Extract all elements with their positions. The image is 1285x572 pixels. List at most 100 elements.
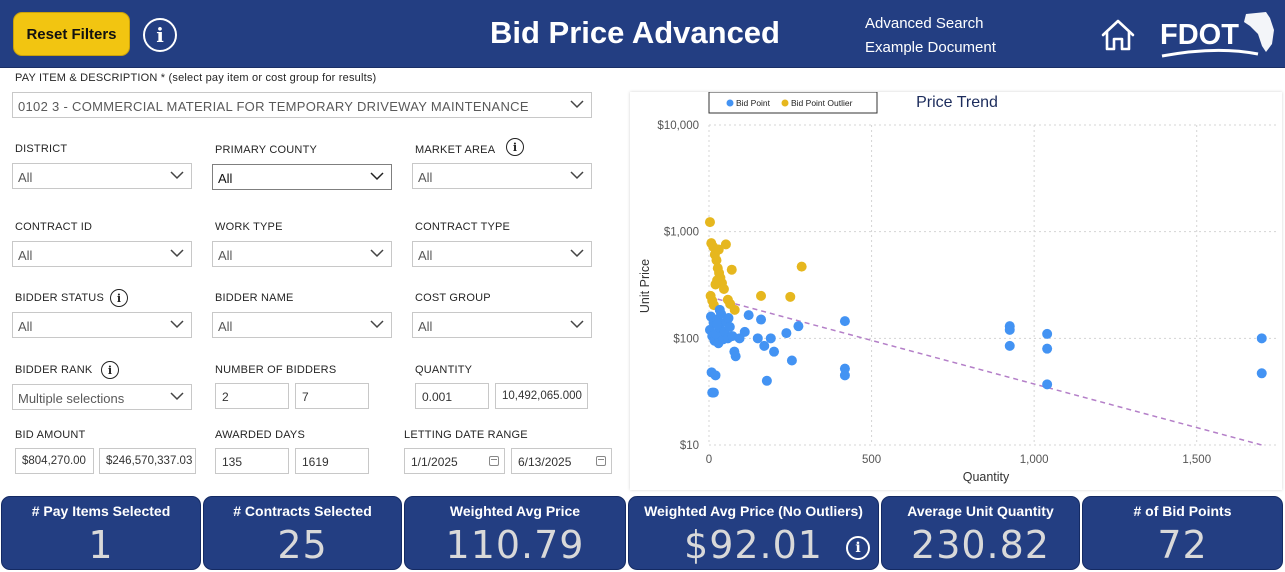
bid-point-outlier[interactable] bbox=[796, 261, 807, 272]
bid-point[interactable] bbox=[743, 310, 754, 321]
market-area-info-icon[interactable]: i bbox=[506, 138, 524, 156]
chevron-down-icon bbox=[370, 249, 384, 258]
calendar-icon[interactable] bbox=[596, 456, 606, 466]
bidder-status-info-icon[interactable]: i bbox=[110, 289, 128, 307]
info-icon[interactable]: i bbox=[846, 536, 870, 560]
quantity-min-input[interactable]: 0.001 bbox=[415, 383, 489, 409]
bid-point[interactable] bbox=[786, 355, 797, 366]
bidder-name-label: BIDDER NAME bbox=[215, 292, 294, 304]
bid-point-outlier[interactable] bbox=[729, 304, 740, 315]
chevron-down-icon bbox=[570, 320, 584, 329]
contract-type-dropdown[interactable]: All bbox=[412, 241, 592, 267]
bid-point[interactable] bbox=[723, 313, 734, 324]
contract-type-value: All bbox=[418, 248, 433, 263]
bid-amount-min-input[interactable]: $804,270.00 bbox=[15, 448, 94, 474]
bidders-max-input[interactable]: 7 bbox=[295, 383, 369, 409]
chevron-down-icon bbox=[170, 249, 184, 258]
bid-point[interactable] bbox=[752, 333, 763, 344]
bid-point[interactable] bbox=[793, 321, 804, 332]
bid-point-outlier[interactable] bbox=[756, 290, 767, 301]
bid-point[interactable] bbox=[759, 340, 770, 351]
letting-start-date-input[interactable]: 1/1/2025 bbox=[404, 448, 505, 474]
awarded-days-min-input[interactable]: 135 bbox=[215, 448, 289, 474]
bid-point-outlier[interactable] bbox=[718, 284, 729, 295]
bid-point[interactable] bbox=[1004, 340, 1015, 351]
letting-date-label: LETTING DATE RANGE bbox=[404, 429, 528, 441]
awarded-days-max-input[interactable]: 1619 bbox=[295, 448, 369, 474]
bid-point[interactable] bbox=[765, 333, 776, 344]
contract-id-dropdown[interactable]: All bbox=[12, 241, 192, 267]
kpi-value: 25 bbox=[277, 523, 328, 567]
kpi-label: # Pay Items Selected bbox=[31, 503, 171, 519]
chevron-down-icon bbox=[170, 392, 184, 401]
bid-point[interactable] bbox=[730, 351, 741, 362]
bidder-status-dropdown[interactable]: All bbox=[12, 312, 192, 338]
x-axis-title: Quantity bbox=[963, 470, 1010, 484]
work-type-dropdown[interactable]: All bbox=[212, 241, 392, 267]
reset-filters-button[interactable]: Reset Filters bbox=[13, 12, 130, 56]
bidder-rank-info-icon[interactable]: i bbox=[101, 361, 119, 379]
bid-point-outlier[interactable] bbox=[720, 239, 731, 250]
bid-point[interactable] bbox=[708, 387, 719, 398]
primary-county-dropdown[interactable]: All bbox=[212, 164, 392, 190]
bid-point[interactable] bbox=[724, 321, 735, 332]
kpi-value: 1 bbox=[88, 523, 114, 567]
info-icon[interactable]: i bbox=[143, 18, 177, 52]
chevron-down-icon bbox=[570, 249, 584, 258]
bid-point[interactable] bbox=[761, 375, 772, 386]
price-trend-chart-panel: $10 $100 $1,000 $10,000 0 500 1,000 1,500 Bid P… bbox=[630, 91, 1282, 490]
trend-line bbox=[708, 296, 1262, 446]
letting-end-value: 6/13/2025 bbox=[518, 455, 572, 469]
advanced-search-link[interactable]: Advanced Search bbox=[865, 15, 984, 32]
bid-point-outlier[interactable] bbox=[785, 291, 796, 302]
bid-point-outlier[interactable] bbox=[713, 244, 724, 255]
kpi-label: # of Bid Points bbox=[1133, 503, 1232, 519]
pay-item-dropdown[interactable]: 0102 3 - COMMERCIAL MATERIAL FOR TEMPORA… bbox=[12, 92, 592, 118]
bid-point[interactable] bbox=[839, 370, 850, 381]
kpi-weighted-avg-price-no-outliers: Weighted Avg Price (No Outliers) $92.01 … bbox=[628, 496, 879, 570]
bid-point-outlier[interactable] bbox=[711, 255, 722, 266]
bidders-min-input[interactable]: 2 bbox=[215, 383, 289, 409]
cost-group-dropdown[interactable]: All bbox=[412, 312, 592, 338]
chevron-down-icon bbox=[570, 171, 584, 180]
y-tick-label: $1,000 bbox=[664, 227, 699, 239]
bid-point[interactable] bbox=[781, 328, 792, 339]
bid-amount-max-input[interactable]: $246,570,337.03 bbox=[99, 448, 196, 474]
bid-point[interactable] bbox=[739, 326, 750, 337]
work-type-value: All bbox=[218, 248, 233, 263]
logo-text: FDOT bbox=[1160, 19, 1239, 51]
bid-point[interactable] bbox=[1004, 324, 1015, 335]
example-document-link[interactable]: Example Document bbox=[865, 39, 996, 56]
bid-point[interactable] bbox=[712, 319, 723, 330]
bid-point-outlier[interactable] bbox=[712, 275, 723, 286]
bid-point[interactable] bbox=[1042, 328, 1053, 339]
chevron-down-icon bbox=[370, 172, 384, 181]
bid-point[interactable] bbox=[769, 346, 780, 357]
primary-county-value: All bbox=[218, 171, 233, 186]
chevron-down-icon bbox=[570, 100, 584, 109]
y-tick-label: $10 bbox=[680, 440, 699, 452]
x-tick-label: 1,500 bbox=[1182, 454, 1211, 466]
bid-point[interactable] bbox=[1042, 379, 1053, 390]
bid-point-outlier[interactable] bbox=[704, 217, 715, 228]
legend: Bid Point Bid Point Outlier bbox=[708, 91, 878, 114]
bid-point[interactable] bbox=[1042, 343, 1053, 354]
bidder-name-dropdown[interactable]: All bbox=[212, 312, 392, 338]
bid-point[interactable] bbox=[1256, 333, 1267, 344]
bid-point[interactable] bbox=[839, 316, 850, 327]
bid-point-outlier[interactable] bbox=[726, 264, 737, 275]
district-dropdown[interactable]: All bbox=[12, 163, 192, 189]
home-icon[interactable] bbox=[1100, 18, 1136, 52]
legend-box bbox=[708, 91, 878, 114]
bidder-rank-dropdown[interactable]: Multiple selections bbox=[12, 384, 192, 410]
quantity-max-input[interactable]: 10,492,065.000 bbox=[495, 383, 588, 409]
market-area-dropdown[interactable]: All bbox=[412, 163, 592, 189]
bid-point[interactable] bbox=[1256, 368, 1267, 379]
calendar-icon[interactable] bbox=[489, 456, 499, 466]
bid-point[interactable] bbox=[714, 304, 725, 315]
bid-point[interactable] bbox=[756, 314, 767, 325]
kpi-average-unit-quantity: Average Unit Quantity 230.82 bbox=[881, 496, 1080, 570]
letting-end-date-input[interactable]: 6/13/2025 bbox=[511, 448, 612, 474]
kpi-value: 230.82 bbox=[911, 523, 1050, 567]
bid-point[interactable] bbox=[710, 370, 721, 381]
